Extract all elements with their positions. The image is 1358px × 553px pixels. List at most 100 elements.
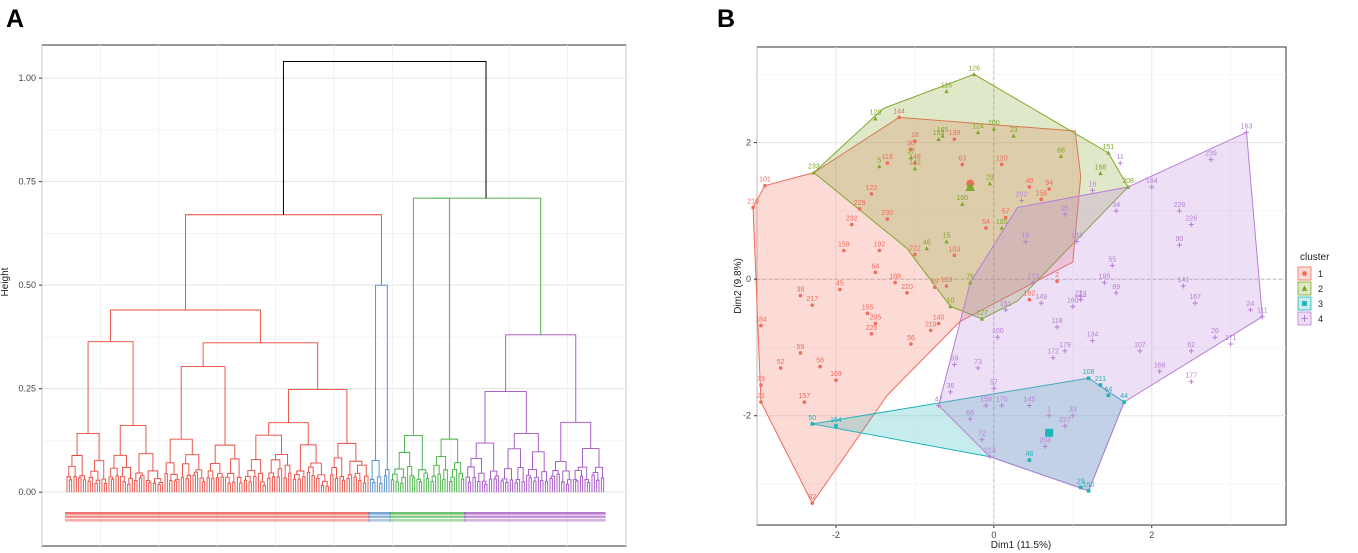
cluster-1-point-label: 230 [881,210,893,217]
scatter-y-axis-label: Dim2 (9.8%) [733,258,744,314]
cluster-2-point-label: 116 [941,82,952,89]
dendrogram-branch [164,473,168,493]
cluster-1-point [1047,187,1051,191]
cluster-2-point [1011,133,1016,138]
cluster-4-point [1090,187,1096,193]
dendrogram-branch [232,481,236,493]
cluster-4-point [1038,300,1044,306]
cluster-1-point-label: 45 [836,280,844,287]
cluster-1-point-label: 220 [901,284,913,291]
dendrogram-branch [245,475,251,482]
dendrogram-branch [431,475,437,493]
dendrogram-branch [565,483,570,493]
dendrogram-branch [113,454,127,469]
cluster-4-point [1062,348,1068,354]
dendrogram-leaf-label-band [389,512,466,515]
dendrogram-branch [110,309,261,343]
cluster-1-point-label: 57 [1002,209,1010,216]
dendrogram-branch [248,481,252,493]
cluster-4-point [1042,443,1048,449]
cluster-2-point [944,239,949,244]
cluster-4-point [1228,341,1234,347]
dendrogram-branch [215,477,220,493]
scatter-x-tick-label: 2 [1149,530,1154,540]
cluster-1-point-label: 169 [830,371,842,378]
dendrogram-branch [484,483,488,493]
dendrogram-branch [404,434,423,470]
cluster-2-point [960,201,965,206]
cluster-1-point-label: 192 [874,241,886,248]
cluster-1-point [1027,185,1032,189]
cluster-4-point [1022,239,1028,245]
dendrogram-branch [418,481,423,493]
cluster-1-point-label: 32 [808,494,816,501]
dendrogram-branch [494,475,500,493]
dendrogram-branch [73,475,77,493]
dendrogram-branch [287,389,348,444]
dendrogram-leaf-label-band [368,515,391,519]
cluster-1-point-label: 140 [933,315,945,322]
cluster-4-point-label: 227 [1059,417,1071,424]
cluster-1-point [999,162,1004,167]
cluster-1-point [869,332,874,336]
dendrogram-branch [207,470,214,479]
dendrogram-branch [87,480,91,493]
cluster-1-point-label: 148 [909,154,921,161]
cluster-hull-2 [813,73,1129,320]
cluster-4-point [1046,413,1052,419]
dendrogram-branch [341,479,346,493]
cluster-1-point [751,205,755,210]
cluster-2-point [999,225,1004,230]
cluster-1-point-label: 155 [862,304,874,311]
dendrogram-branch [534,476,539,493]
cluster-4-point-label: 166 [1154,362,1166,369]
cluster-1-point [936,321,941,326]
dendrogram-branch [230,458,240,478]
cluster-4-point-label: 100 [992,328,1004,335]
dendrogram-branch [591,474,595,493]
panel-b-label: B [717,5,735,33]
dendrogram-branch [169,438,193,463]
dendrogram-branch [260,481,265,493]
cluster-1-point [928,328,933,333]
dendrogram-branch [555,461,567,471]
dendrogram-branch [517,467,524,482]
cluster-4-point-label: 167 [1189,294,1201,301]
dendrogram-branch [182,463,190,478]
legend-title: cluster [1300,252,1330,263]
cluster-4-point [1090,338,1096,344]
dendrogram-branch [579,475,584,493]
dendrogram-branch [88,477,94,493]
dendrogram-branch [267,477,271,493]
legend-marker-4 [1301,315,1308,322]
dendrogram-merge-2-4 [431,197,542,335]
cluster-4-point [1003,307,1009,313]
dendrogram-branch [325,485,329,493]
dendrogram-branch [122,481,126,493]
dendrogram-branch [119,425,147,456]
cluster-2-point-label: 88 [1057,147,1065,154]
cluster-1-point-label: 69 [931,278,939,285]
cluster-4-point [1208,157,1214,163]
cluster-2-point-label: 37 [907,149,915,156]
cluster-4-point [999,402,1005,409]
cluster-4-point [1062,211,1068,217]
dendrogram-branch [175,478,180,493]
dendrogram-branch [270,459,281,473]
dendrogram-branch [556,473,560,493]
dendrogram-branch [394,468,405,478]
dendrogram-branch [550,475,556,493]
dendrogram-branch [528,477,532,493]
dendrogram-branch [467,481,472,493]
cluster-hull-4 [938,131,1263,492]
dendrogram-branch [250,459,261,474]
dendrogram-branch [148,482,152,493]
cluster-1-point-label: 139 [949,130,961,137]
cluster-1-point-label: 79 [757,376,765,383]
cluster-4-point-label: 149 [1035,294,1047,301]
dendrogram-branch [268,422,309,445]
cluster-1-point-label: 94 [1045,180,1053,187]
cluster-1-point-label: 184 [755,317,767,324]
cluster-2-point [940,133,945,138]
dendrogram-branch [210,463,221,474]
